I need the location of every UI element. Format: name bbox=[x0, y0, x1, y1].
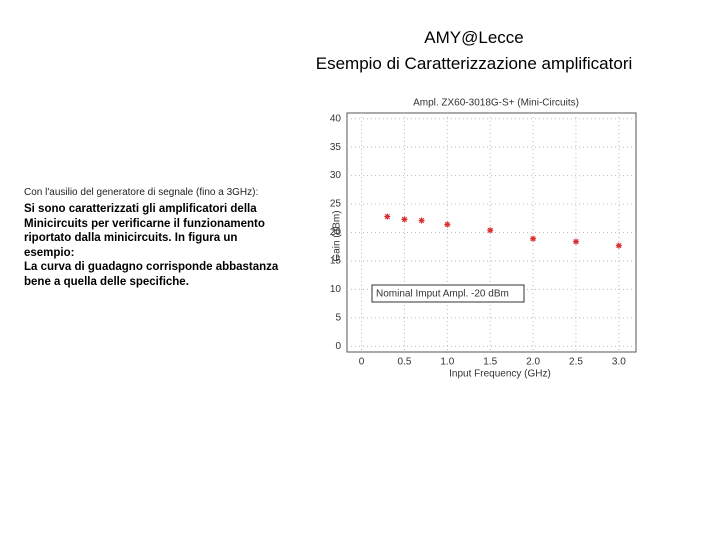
y-tick-label: 20 bbox=[330, 227, 342, 238]
slide-subtitle: Esempio di Caratterizzazione amplificato… bbox=[315, 54, 633, 73]
x-axis-label: Input Frequency (GHz) bbox=[449, 369, 551, 380]
paragraph-line: Si sono caratterizzati gli amplificatori… bbox=[24, 203, 257, 215]
x-tick-label: 0.5 bbox=[398, 357, 412, 368]
paragraph-line: La curva di guadagno corrisponde abbasta… bbox=[24, 261, 279, 273]
x-tick-label: 2.5 bbox=[569, 357, 583, 368]
x-tick-label: 1.0 bbox=[440, 357, 454, 368]
paragraph: Si sono caratterizzati gli amplificatori… bbox=[24, 202, 278, 289]
data-point bbox=[615, 242, 622, 249]
y-tick-label: 30 bbox=[330, 170, 342, 181]
slide-title: AMY@Lecce bbox=[424, 28, 524, 47]
y-tick-label: 5 bbox=[335, 312, 341, 323]
y-tick-label: 0 bbox=[335, 341, 341, 352]
x-tick-label: 3.0 bbox=[612, 357, 626, 368]
data-point bbox=[530, 235, 537, 242]
annotation: Nominal Imput Ampl. -20 dBm bbox=[376, 289, 509, 300]
y-tick-label: 25 bbox=[330, 199, 342, 210]
data-point bbox=[572, 238, 579, 245]
x-tick-label: 0 bbox=[359, 357, 365, 368]
annotation-box bbox=[371, 284, 525, 303]
intro-text: Con l'ausilio del generatore di segnale … bbox=[24, 187, 259, 198]
paragraph-line: esempio: bbox=[24, 246, 75, 259]
data-point bbox=[487, 227, 494, 234]
chart-title: Ampl. ZX60-3018G-S+ (Mini-Circuits) bbox=[413, 98, 579, 109]
y-tick-label: 10 bbox=[330, 284, 342, 295]
data-point bbox=[401, 216, 408, 223]
y-tick-label: 35 bbox=[330, 142, 342, 153]
y-tick-label: 15 bbox=[330, 256, 342, 267]
paragraph-line: Minicircuits per verificarne il funziona… bbox=[24, 217, 265, 230]
data-point bbox=[384, 213, 391, 220]
paragraph-line: bene a quella delle specifiche. bbox=[24, 275, 189, 288]
paragraph-line: riportato dalla minicircuits. In figura … bbox=[24, 232, 238, 244]
data-point bbox=[418, 217, 425, 224]
x-tick-label: 1.5 bbox=[483, 357, 497, 368]
data-point bbox=[444, 221, 451, 228]
y-axis-label: Gain (dBm) bbox=[332, 210, 343, 261]
x-tick-label: 2.0 bbox=[526, 357, 540, 368]
y-tick-label: 40 bbox=[330, 113, 342, 124]
